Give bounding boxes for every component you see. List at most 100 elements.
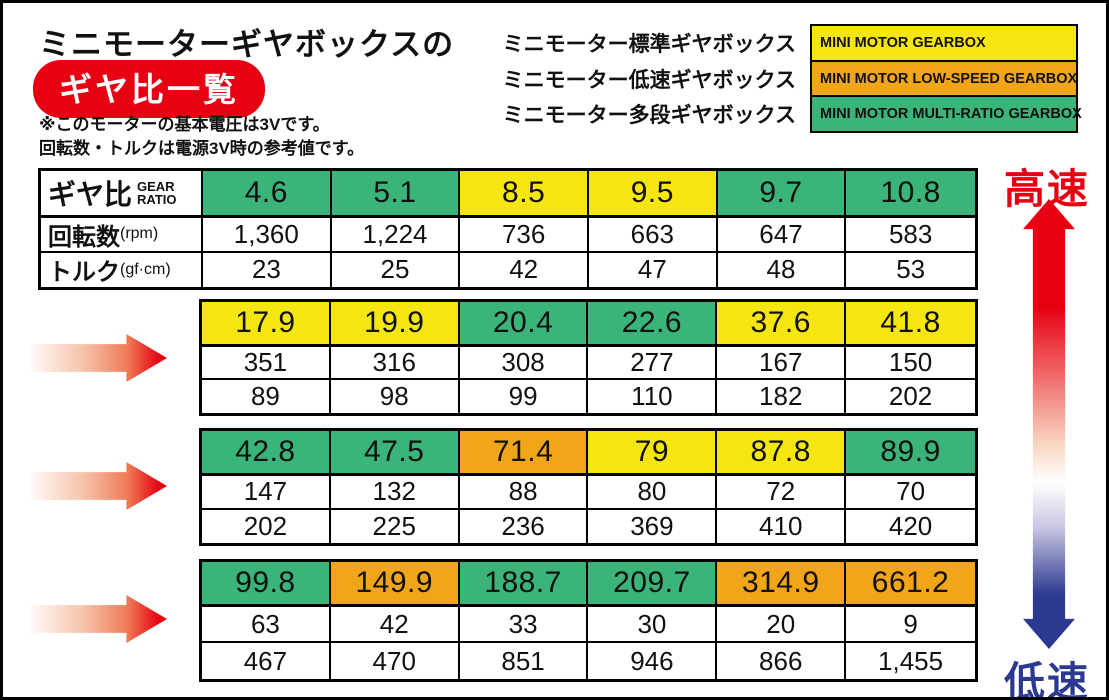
- ratio-cell: 149.9: [330, 562, 460, 607]
- legend-label-jp: ミニモーター標準ギヤボックス: [502, 33, 796, 56]
- gear-ratio-row-label: ギヤ比 GEAR RATIO: [41, 171, 203, 218]
- rpm-cell: 72: [717, 476, 847, 510]
- gear-table-3: 42.8 47.5 71.4 79 87.8 89.9 147 132 88 8…: [199, 428, 978, 546]
- gear-ratio-label-jp: ギヤ比: [48, 179, 133, 210]
- legend-label-jp: ミニモーター多段ギヤボックス: [502, 104, 796, 127]
- torque-cell: 369: [588, 509, 718, 543]
- torque-cell: 25: [332, 252, 461, 287]
- rpm-cell: 70: [846, 476, 975, 510]
- ratio-cell: 9.5: [589, 171, 718, 218]
- torque-cell: 47: [589, 252, 718, 287]
- rpm-cell: 80: [588, 476, 718, 510]
- ratio-cell: 188.7: [459, 562, 589, 607]
- ratio-cell: 20.4: [459, 302, 589, 347]
- rpm-cell: 88: [459, 476, 589, 510]
- ratio-cell: 79: [588, 431, 718, 476]
- torque-cell: 851: [460, 643, 589, 679]
- ratio-cell: 19.9: [330, 302, 460, 347]
- continuation-arrow-icon: [27, 334, 167, 382]
- ratio-cell: 4.6: [203, 171, 332, 218]
- legend-swatch-multi-ratio: MINI MOTOR MULTI-RATIO GEARBOX: [810, 95, 1082, 133]
- gearbox-legend: ミニモーター標準ギヤボックス MINI MOTOR GEARBOX ミニモーター…: [502, 24, 1082, 133]
- rpm-cell: 277: [588, 347, 718, 380]
- continuation-arrow-icon: [27, 462, 167, 510]
- rpm-cell: 1,224: [331, 218, 461, 253]
- torque-cell: 946: [588, 643, 718, 679]
- rpm-cell: 42: [330, 607, 460, 643]
- ratio-cell: 37.6: [717, 302, 847, 347]
- page-title: ミニモーターギヤボックスの: [39, 27, 455, 62]
- torque-cell: 467: [202, 643, 331, 679]
- rpm-cell: 316: [330, 347, 460, 380]
- legend-row-standard: ミニモーター標準ギヤボックス MINI MOTOR GEARBOX: [503, 24, 1078, 62]
- ratio-cell: 89.9: [846, 431, 975, 476]
- note-line-2: 回転数・トルクは電源3V時の参考値です。: [39, 138, 365, 158]
- ratio-cell: 10.8: [846, 171, 975, 218]
- ratio-cell: 661.2: [846, 562, 975, 607]
- legend-row-low-speed: ミニモーター低速ギヤボックス MINI MOTOR LOW-SPEED GEAR…: [502, 59, 1078, 98]
- legend-swatch-standard: MINI MOTOR GEARBOX: [810, 24, 1078, 62]
- torque-cell: 182: [717, 380, 847, 413]
- torque-cell: 202: [888, 381, 933, 411]
- legend-label-jp: ミニモーター低速ギヤボックス: [502, 68, 796, 92]
- ratio-cell: 42.8: [202, 431, 331, 476]
- ratio-cell: 17.9: [202, 302, 331, 347]
- rpm-cell: 147: [202, 476, 331, 510]
- gear-table-2: 17.9 19.9 20.4 22.6 37.6 41.8 351 316 30…: [199, 299, 978, 416]
- title-badge: ギヤ比一覧: [33, 60, 265, 118]
- ratio-cell: 314.9: [717, 562, 847, 607]
- rpm-cell: 308: [459, 347, 589, 380]
- rpm-cell: 1,360: [203, 218, 332, 253]
- ratio-cell: 71.4: [459, 431, 589, 476]
- torque-cell: 99: [460, 380, 589, 413]
- speed-gradient-arrow-icon: [1023, 199, 1075, 649]
- rpm-cell: 33: [459, 607, 589, 643]
- torque-cell: 53: [896, 254, 926, 285]
- legend-swatch-low-speed: MINI MOTOR LOW-SPEED GEARBOX: [810, 59, 1078, 98]
- rpm-cell: 9: [846, 607, 975, 643]
- rpm-row-label: 回転数 (rpm): [41, 218, 203, 253]
- rpm-cell: 20: [717, 607, 847, 643]
- rpm-cell: 663: [589, 218, 718, 253]
- torque-row-label: トルク (gf·cm): [41, 252, 203, 287]
- torque-cell: 110: [588, 380, 718, 413]
- torque-cell: 1,455: [878, 645, 944, 676]
- rpm-cell: 583: [846, 218, 975, 253]
- gear-ratio-label-en: GEAR RATIO: [137, 179, 177, 207]
- rpm-cell: 167: [717, 347, 847, 380]
- legend-row-multi-ratio: ミニモーター多段ギヤボックス MINI MOTOR MULTI-RATIO GE…: [502, 95, 1082, 133]
- torque-cell: 470: [331, 643, 460, 679]
- torque-cell: 202: [202, 509, 331, 543]
- gear-table-4: 99.8 149.9 188.7 209.7 314.9 661.2 63 42…: [199, 559, 978, 682]
- ratio-cell: 209.7: [588, 562, 718, 607]
- ratio-cell: 47.5: [330, 431, 460, 476]
- rpm-cell: 30: [588, 607, 718, 643]
- ratio-cell: 8.5: [460, 171, 589, 218]
- rpm-cell: 132: [330, 476, 460, 510]
- torque-cell: 420: [888, 510, 933, 541]
- torque-cell: 48: [718, 252, 847, 287]
- note-line-1: ※このモーターの基本電圧は3Vです。: [39, 115, 330, 134]
- torque-cell: 98: [331, 380, 460, 413]
- torque-cell: 23: [203, 252, 332, 287]
- low-speed-label: 低速: [1004, 659, 1090, 700]
- continuation-arrow-icon: [27, 595, 167, 643]
- torque-cell: 89: [202, 380, 331, 413]
- rpm-cell: 150: [846, 347, 975, 380]
- torque-cell: 236: [460, 509, 589, 543]
- voltage-note: ※このモーターの基本電圧は3Vです。 回転数・トルクは電源3V時の参考値です。: [39, 113, 364, 161]
- torque-cell: 410: [717, 509, 847, 543]
- torque-cell: 225: [331, 509, 460, 543]
- rpm-cell: 63: [202, 607, 331, 643]
- ratio-cell: 22.6: [588, 302, 718, 347]
- rpm-cell: 647: [717, 218, 847, 253]
- torque-cell: 42: [460, 252, 589, 287]
- torque-cell: 866: [717, 643, 847, 679]
- rpm-cell: 736: [460, 218, 589, 253]
- gear-table-1: ギヤ比 GEAR RATIO 4.6 5.1 8.5 9.5 9.7 10.8 …: [38, 168, 978, 290]
- ratio-cell: 5.1: [331, 171, 461, 218]
- ratio-cell: 9.7: [717, 171, 847, 218]
- ratio-cell: 99.8: [202, 562, 331, 607]
- ratio-cell: 87.8: [717, 431, 847, 476]
